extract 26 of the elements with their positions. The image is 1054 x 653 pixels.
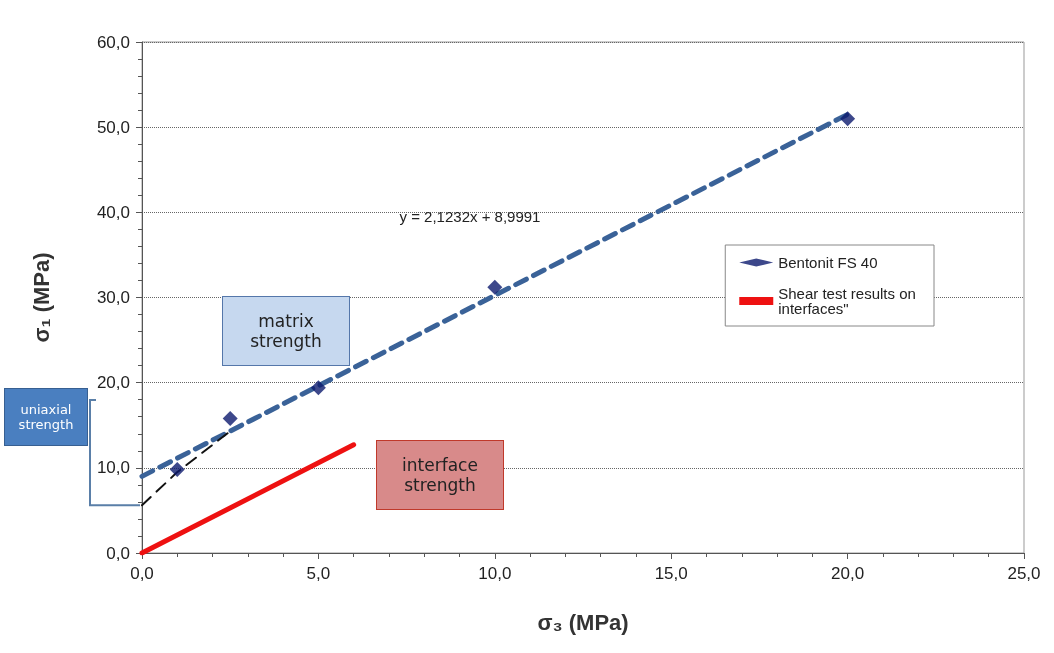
- legend-label: Bentonit FS 40: [778, 254, 878, 271]
- x-tick-label: 20,0: [831, 564, 865, 583]
- y-tick-label: 40,0: [96, 202, 130, 222]
- point: [310, 380, 326, 396]
- equation-text: y = 2,1232x + 8,9991: [398, 206, 542, 227]
- y-tick-label: 20,0: [96, 373, 130, 393]
- x-tick-label: 10,0: [478, 564, 512, 583]
- x-tick-label: 25,0: [1007, 564, 1041, 583]
- x-axis-title: σ₃ (MPa): [537, 609, 629, 635]
- y-tick-label: 50,0: [96, 117, 130, 137]
- x-tick-label: 0,0: [130, 564, 154, 583]
- y-tick-label: 0,0: [106, 543, 130, 563]
- callout-box: matrix strength: [222, 296, 350, 366]
- point: [222, 410, 238, 426]
- legend-label: Shear test results on interfaces": [778, 285, 921, 317]
- x-tick-label: 15,0: [654, 564, 688, 583]
- x-tick-label: 5,0: [306, 564, 331, 583]
- callout-box: uniaxial strength: [4, 388, 88, 446]
- y-tick-label: 30,0: [96, 288, 130, 307]
- y-tick-label: 60,0: [96, 32, 130, 52]
- point: [169, 462, 185, 478]
- point: [840, 111, 856, 127]
- point: [487, 279, 503, 295]
- callout-box: interface strength: [376, 440, 504, 510]
- y-axis-title: σ₁ (MPa): [28, 252, 54, 343]
- y-tick-label: 10,0: [96, 458, 130, 478]
